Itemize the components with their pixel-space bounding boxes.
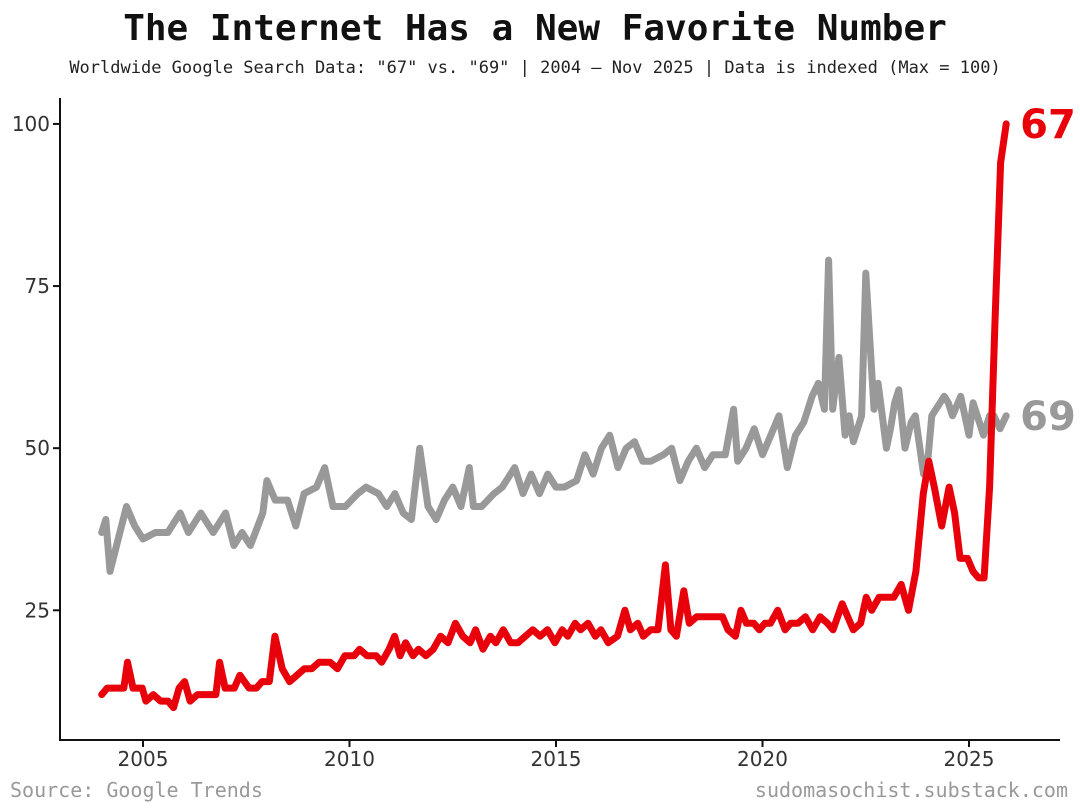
credit-note: sudomasochist.substack.com	[754, 778, 1068, 802]
chart-title: The Internet Has a New Favorite Number	[123, 8, 947, 49]
y-tick-label: 25	[25, 598, 50, 622]
series-end-label-69: 69	[1020, 394, 1076, 440]
x-tick-label: 2025	[944, 747, 995, 771]
y-tick-label: 50	[25, 436, 50, 460]
x-tick-label: 2020	[737, 747, 788, 771]
source-note: Source: Google Trends	[10, 778, 263, 802]
series-layer	[98, 120, 1010, 712]
x-tick-label: 2005	[118, 747, 169, 771]
x-axis-ticks: 2005 2010 2015 2020 2025	[118, 740, 995, 771]
end-labels: 69 67	[1020, 102, 1076, 440]
x-tick-label: 2010	[324, 747, 375, 771]
y-tick-label: 100	[12, 112, 50, 136]
series-line-69	[98, 256, 1010, 575]
series-line-67	[98, 120, 1010, 712]
chart-subtitle: Worldwide Google Search Data: "67" vs. "…	[69, 58, 1001, 78]
series-end-label-67: 67	[1020, 102, 1076, 148]
x-tick-label: 2015	[531, 747, 582, 771]
y-tick-label: 75	[25, 274, 50, 298]
y-axis-ticks: 25 50 75 100	[12, 112, 60, 622]
